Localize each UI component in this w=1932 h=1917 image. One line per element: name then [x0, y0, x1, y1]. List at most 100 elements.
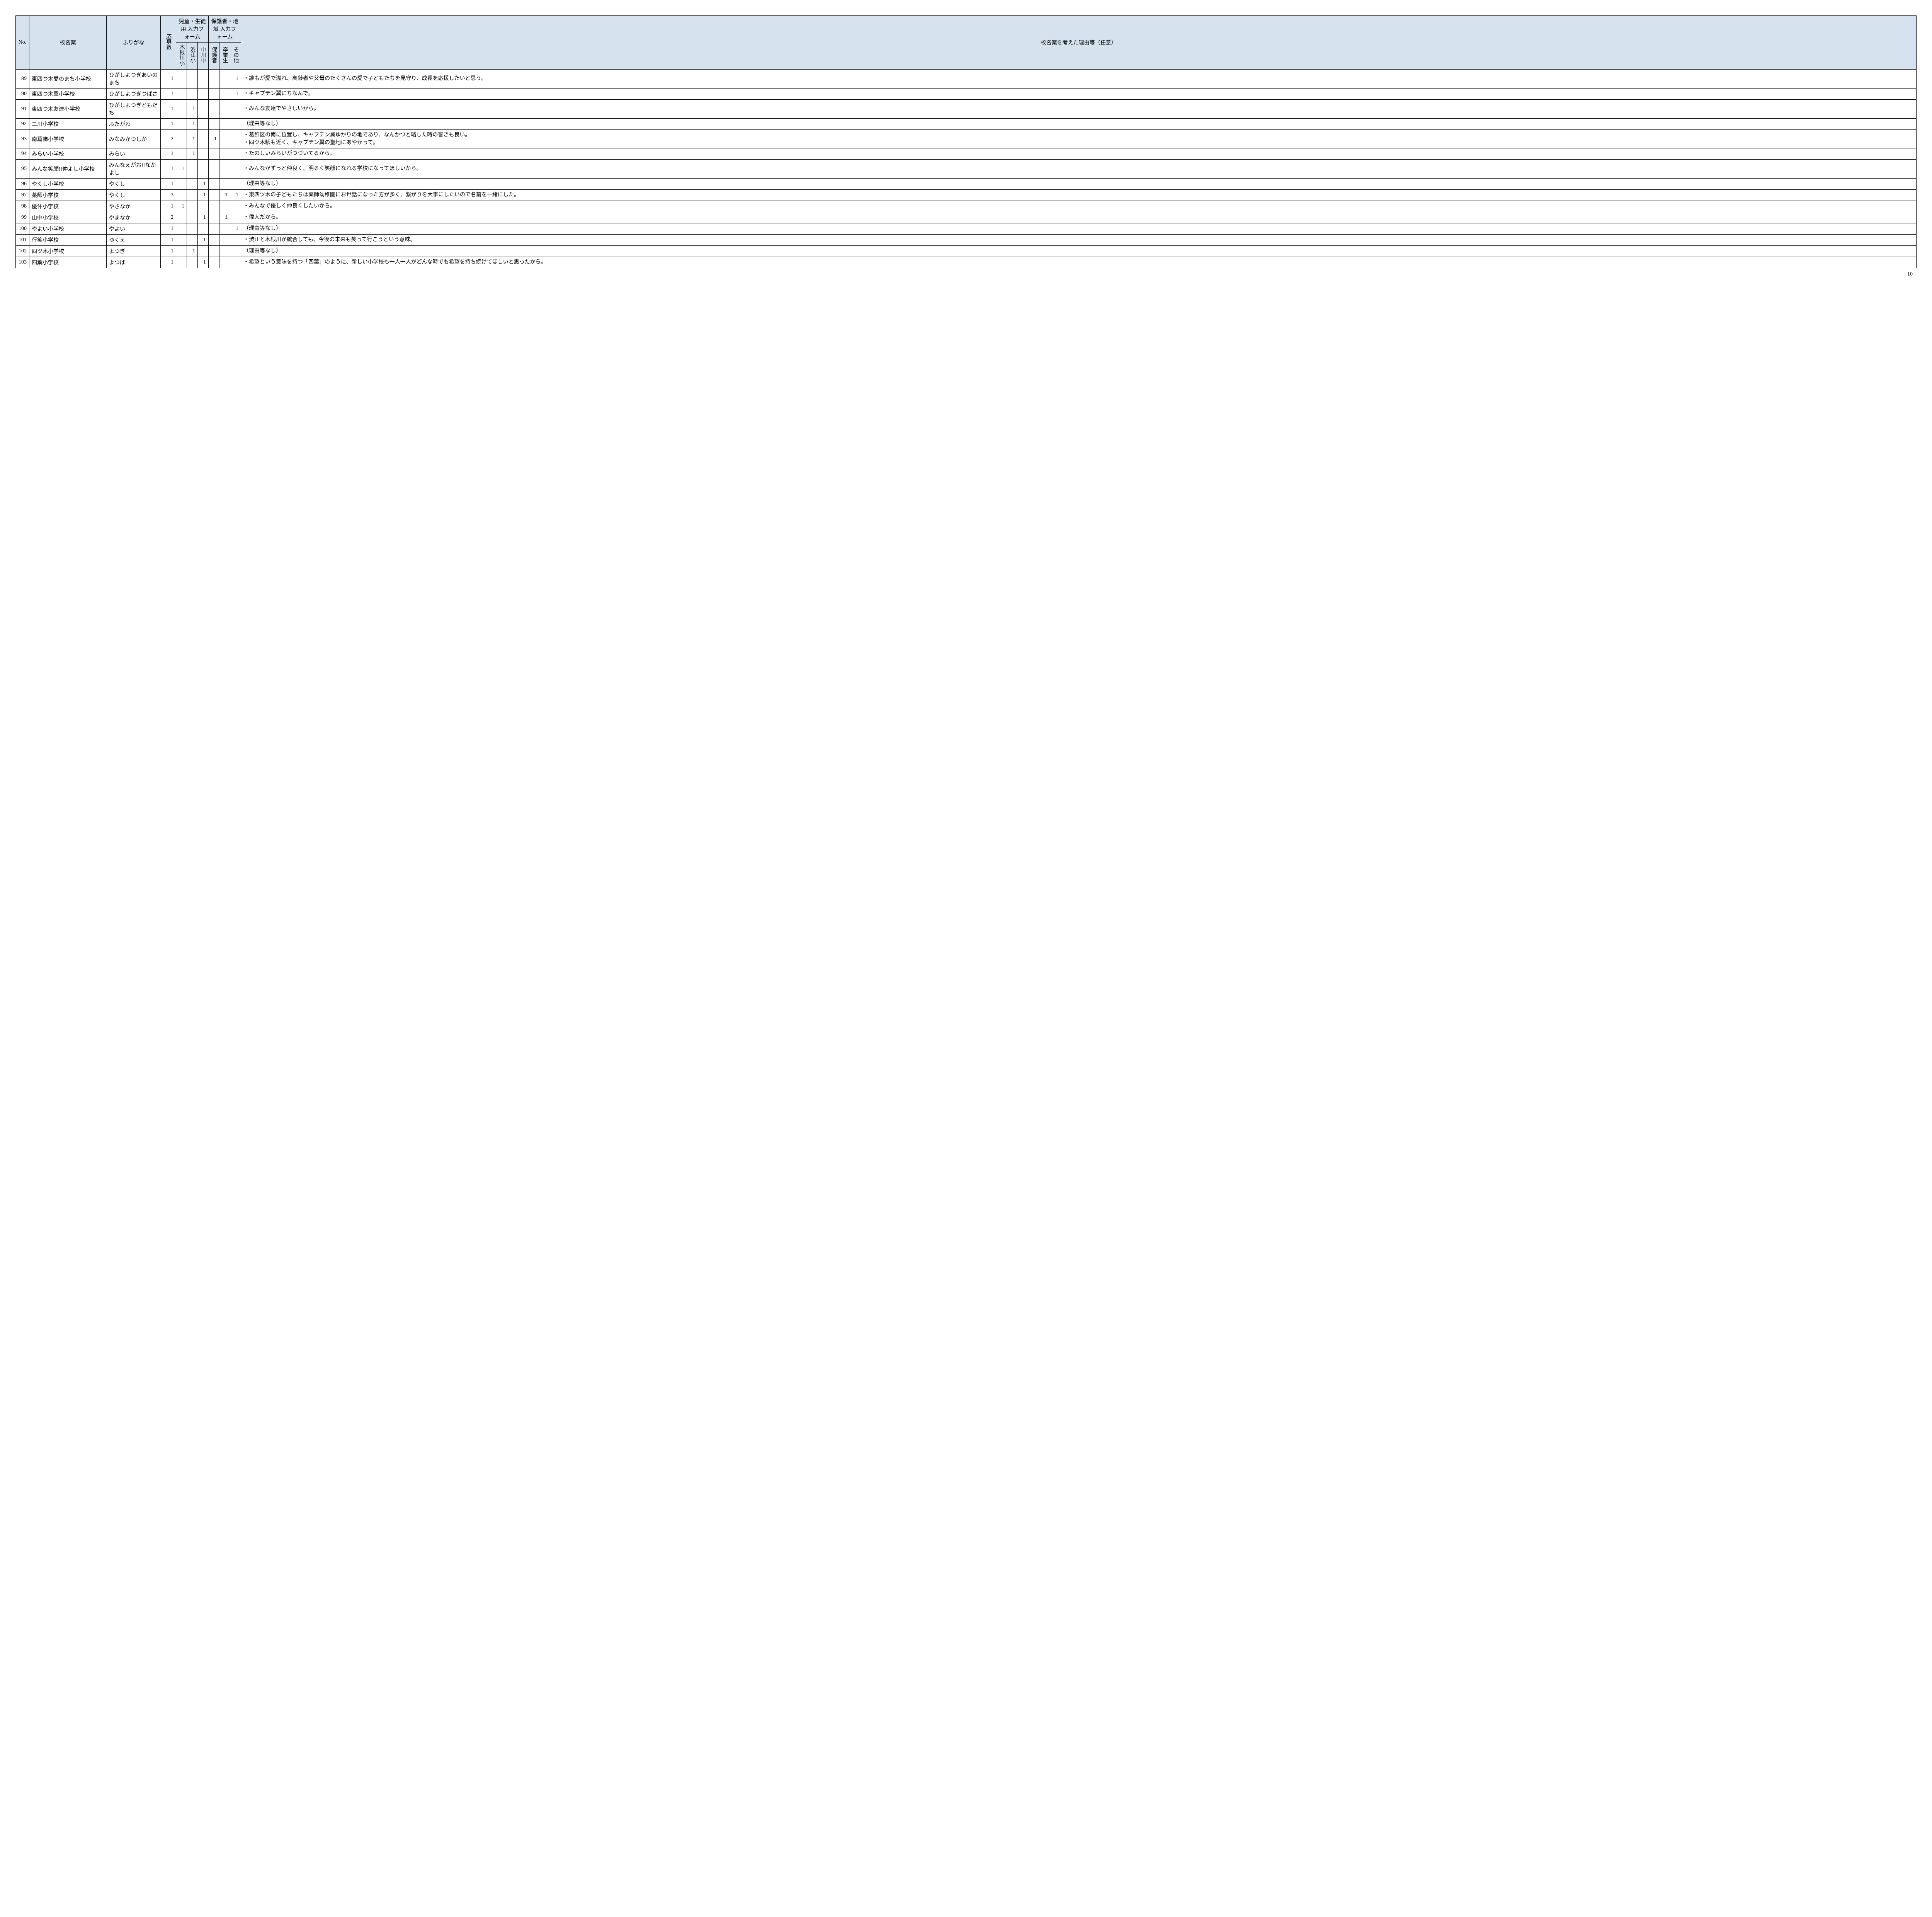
row-furigana: みなみかつしか — [107, 130, 161, 148]
row-count: 2 — [161, 130, 176, 148]
row-no: 91 — [16, 100, 29, 119]
row-name: 薬師小学校 — [29, 190, 107, 201]
row-hogosha — [209, 190, 219, 201]
header-shibue: 渋江小 — [187, 43, 198, 70]
row-sonota: 1 — [230, 89, 241, 100]
row-hogosha — [209, 160, 219, 179]
page-number: 10 — [15, 271, 1917, 278]
row-name: 東四つ木愛のまち小学校 — [29, 70, 107, 89]
table-row: 93南葛飾小学校みなみかつしか211・葛飾区の南に位置し、キャプテン翼ゆかりの地… — [16, 130, 1917, 148]
header-count: 応募数 — [161, 16, 176, 70]
row-no: 97 — [16, 190, 29, 201]
row-count: 1 — [161, 148, 176, 160]
table-row: 97薬師小学校やくし3111・東四ツ木の子どもたちは薬師幼稚園にお世話になった方… — [16, 190, 1917, 201]
row-count: 1 — [161, 201, 176, 212]
header-student-group: 児童・生徒用 入力フォーム — [176, 16, 209, 43]
row-sotsugyo: 1 — [219, 190, 230, 201]
header-sonota: その他 — [230, 43, 241, 70]
row-hogosha — [209, 100, 219, 119]
row-nakagawa: 1 — [198, 235, 209, 246]
row-name: 四葉小学校 — [29, 257, 107, 268]
row-nakagawa: 1 — [198, 190, 209, 201]
row-nakagawa — [198, 100, 209, 119]
header-kinegawa: 木根川小 — [176, 43, 187, 70]
row-reason: （理由等なし） — [241, 179, 1917, 190]
row-hogosha — [209, 201, 219, 212]
row-nakagawa — [198, 89, 209, 100]
row-no: 93 — [16, 130, 29, 148]
row-count: 1 — [161, 246, 176, 257]
row-kinegawa — [176, 70, 187, 89]
header-sotsugyo: 卒業生 — [219, 43, 230, 70]
row-hogosha: 1 — [209, 130, 219, 148]
row-shibue: 1 — [187, 100, 198, 119]
row-furigana: やさなか — [107, 201, 161, 212]
row-shibue — [187, 212, 198, 223]
row-name: 東四つ木翼小学校 — [29, 89, 107, 100]
row-hogosha — [209, 148, 219, 160]
row-shibue — [187, 201, 198, 212]
row-shibue — [187, 257, 198, 268]
row-kinegawa: 1 — [176, 201, 187, 212]
row-kinegawa — [176, 100, 187, 119]
row-shibue — [187, 235, 198, 246]
header-hogosha: 保護者 — [209, 43, 219, 70]
row-reason: ・希望という意味を持つ「四葉」のように、新しい小学校も一人一人がどんな時でも希望… — [241, 257, 1917, 268]
row-count: 1 — [161, 89, 176, 100]
row-nakagawa: 1 — [198, 257, 209, 268]
row-no: 102 — [16, 246, 29, 257]
row-name: みんな笑顔!!仲よし小学校 — [29, 160, 107, 179]
row-sonota: 1 — [230, 223, 241, 235]
row-no: 99 — [16, 212, 29, 223]
table-row: 103四葉小学校よつば11・希望という意味を持つ「四葉」のように、新しい小学校も… — [16, 257, 1917, 268]
row-sotsugyo — [219, 160, 230, 179]
table-row: 96やくし小学校やくし11（理由等なし） — [16, 179, 1917, 190]
row-sonota — [230, 201, 241, 212]
row-name: 行笑小学校 — [29, 235, 107, 246]
row-kinegawa — [176, 148, 187, 160]
table-row: 102四ツ木小学校よつぎ11（理由等なし） — [16, 246, 1917, 257]
row-nakagawa — [198, 130, 209, 148]
row-name: 優仲小学校 — [29, 201, 107, 212]
row-shibue: 1 — [187, 246, 198, 257]
row-sonota — [230, 257, 241, 268]
row-sotsugyo — [219, 223, 230, 235]
row-sotsugyo — [219, 201, 230, 212]
row-no: 100 — [16, 223, 29, 235]
row-kinegawa — [176, 212, 187, 223]
row-reason: ・たのしいみらいがつづいてるから。 — [241, 148, 1917, 160]
row-reason: ・偉人だから。 — [241, 212, 1917, 223]
row-hogosha — [209, 246, 219, 257]
row-no: 92 — [16, 119, 29, 130]
row-nakagawa — [198, 246, 209, 257]
header-nakagawa: 中川中 — [198, 43, 209, 70]
row-hogosha — [209, 89, 219, 100]
row-hogosha — [209, 119, 219, 130]
row-nakagawa — [198, 119, 209, 130]
row-no: 95 — [16, 160, 29, 179]
table-row: 89東四つ木愛のまち小学校ひがしよつぎあいのまち11・誰もが愛で溢れ、高齢者や父… — [16, 70, 1917, 89]
row-kinegawa — [176, 223, 187, 235]
row-shibue — [187, 179, 198, 190]
row-kinegawa — [176, 246, 187, 257]
row-sotsugyo — [219, 70, 230, 89]
row-count: 2 — [161, 212, 176, 223]
row-no: 103 — [16, 257, 29, 268]
row-count: 1 — [161, 119, 176, 130]
row-no: 90 — [16, 89, 29, 100]
row-count: 3 — [161, 190, 176, 201]
row-furigana: やよい — [107, 223, 161, 235]
row-count: 1 — [161, 257, 176, 268]
row-sonota — [230, 179, 241, 190]
row-nakagawa — [198, 148, 209, 160]
row-furigana: やくし — [107, 190, 161, 201]
row-sonota — [230, 246, 241, 257]
row-no: 98 — [16, 201, 29, 212]
row-shibue: 1 — [187, 148, 198, 160]
row-furigana: ひがしよつぎあいのまち — [107, 70, 161, 89]
table-row: 90東四つ木翼小学校ひがしよつぎつばさ11・キャプテン翼にちなんで。 — [16, 89, 1917, 100]
row-name: みらい小学校 — [29, 148, 107, 160]
row-shibue: 1 — [187, 119, 198, 130]
row-reason: ・東四ツ木の子どもたちは薬師幼稚園にお世話になった方が多く、繋がりを大事にしたい… — [241, 190, 1917, 201]
row-sotsugyo: 1 — [219, 212, 230, 223]
